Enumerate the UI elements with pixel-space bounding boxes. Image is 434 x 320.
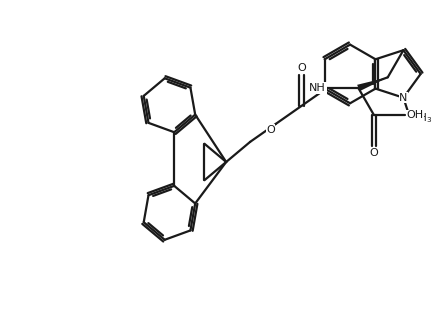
Text: O: O [370,148,378,158]
Polygon shape [357,77,388,91]
Text: O: O [297,63,306,73]
Text: O: O [266,125,275,135]
Text: N: N [399,93,408,103]
Text: OH: OH [406,110,424,120]
Text: NH: NH [309,83,326,93]
Text: CH$_3$: CH$_3$ [411,111,432,125]
